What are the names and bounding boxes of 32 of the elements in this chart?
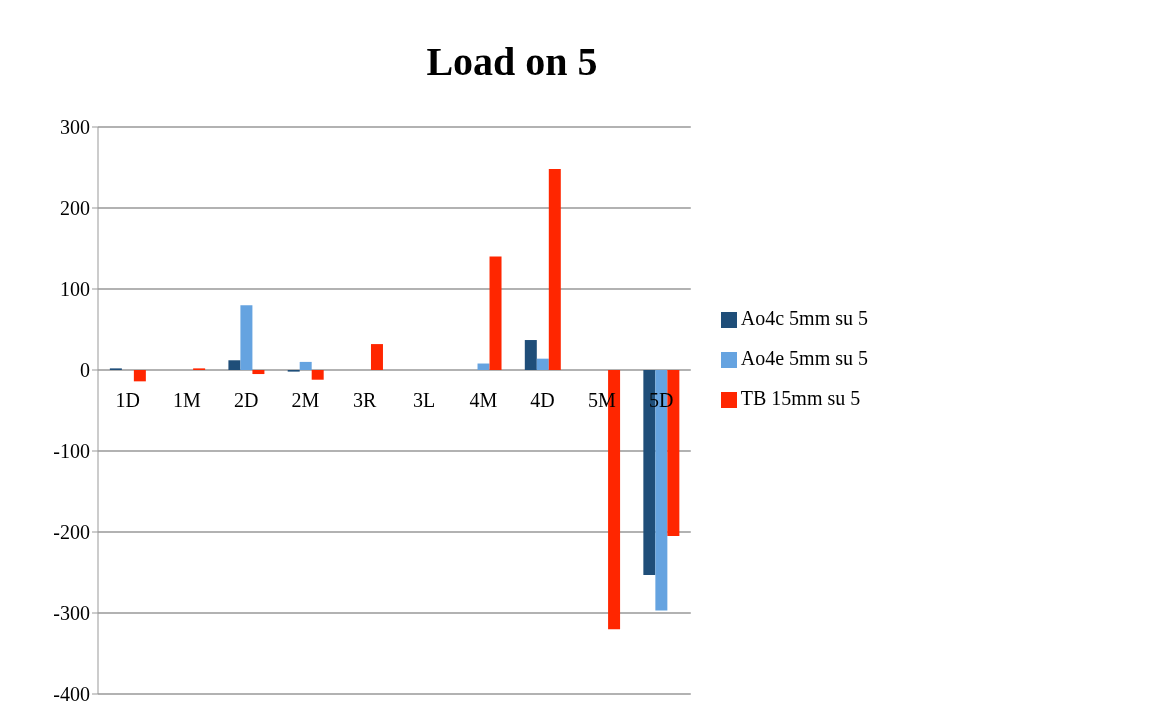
x-tick-label: 4D [530, 389, 555, 412]
x-tick-label: 2M [291, 389, 320, 412]
x-tick-label: 1M [173, 389, 202, 412]
bar [299, 361, 312, 370]
chart-title: Load on 5 [425, 38, 599, 85]
y-tick-label: 300 [60, 116, 90, 139]
bar [536, 358, 549, 370]
x-tick-label: 4M [469, 389, 498, 412]
y-tick-label: -400 [53, 683, 90, 706]
bar [489, 256, 502, 370]
bar [252, 370, 265, 375]
x-tick-label: 1D [115, 389, 140, 412]
x-tick-label: 3L [412, 389, 436, 412]
bar [228, 360, 241, 370]
y-tick-label: 0 [80, 359, 90, 382]
legend-label: TB 15mm su 5 [740, 387, 861, 409]
bar [524, 340, 537, 370]
bar [240, 305, 253, 370]
bar [548, 169, 561, 370]
y-tick-label: 200 [60, 197, 90, 220]
bar [133, 370, 146, 382]
y-tick-label: -300 [53, 602, 90, 625]
y-tick-label: -200 [53, 521, 90, 544]
legend-label: Ao4c 5mm su 5 [740, 307, 868, 329]
y-tick-label: 100 [60, 278, 90, 301]
bar [370, 344, 383, 370]
x-tick-label: 2D [233, 389, 259, 412]
legend-label: Ao4e 5mm su 5 [740, 347, 868, 369]
y-tick-label: -100 [53, 440, 90, 463]
bar [311, 370, 324, 380]
bar [477, 363, 490, 370]
x-tick-label: 3R [353, 389, 378, 412]
